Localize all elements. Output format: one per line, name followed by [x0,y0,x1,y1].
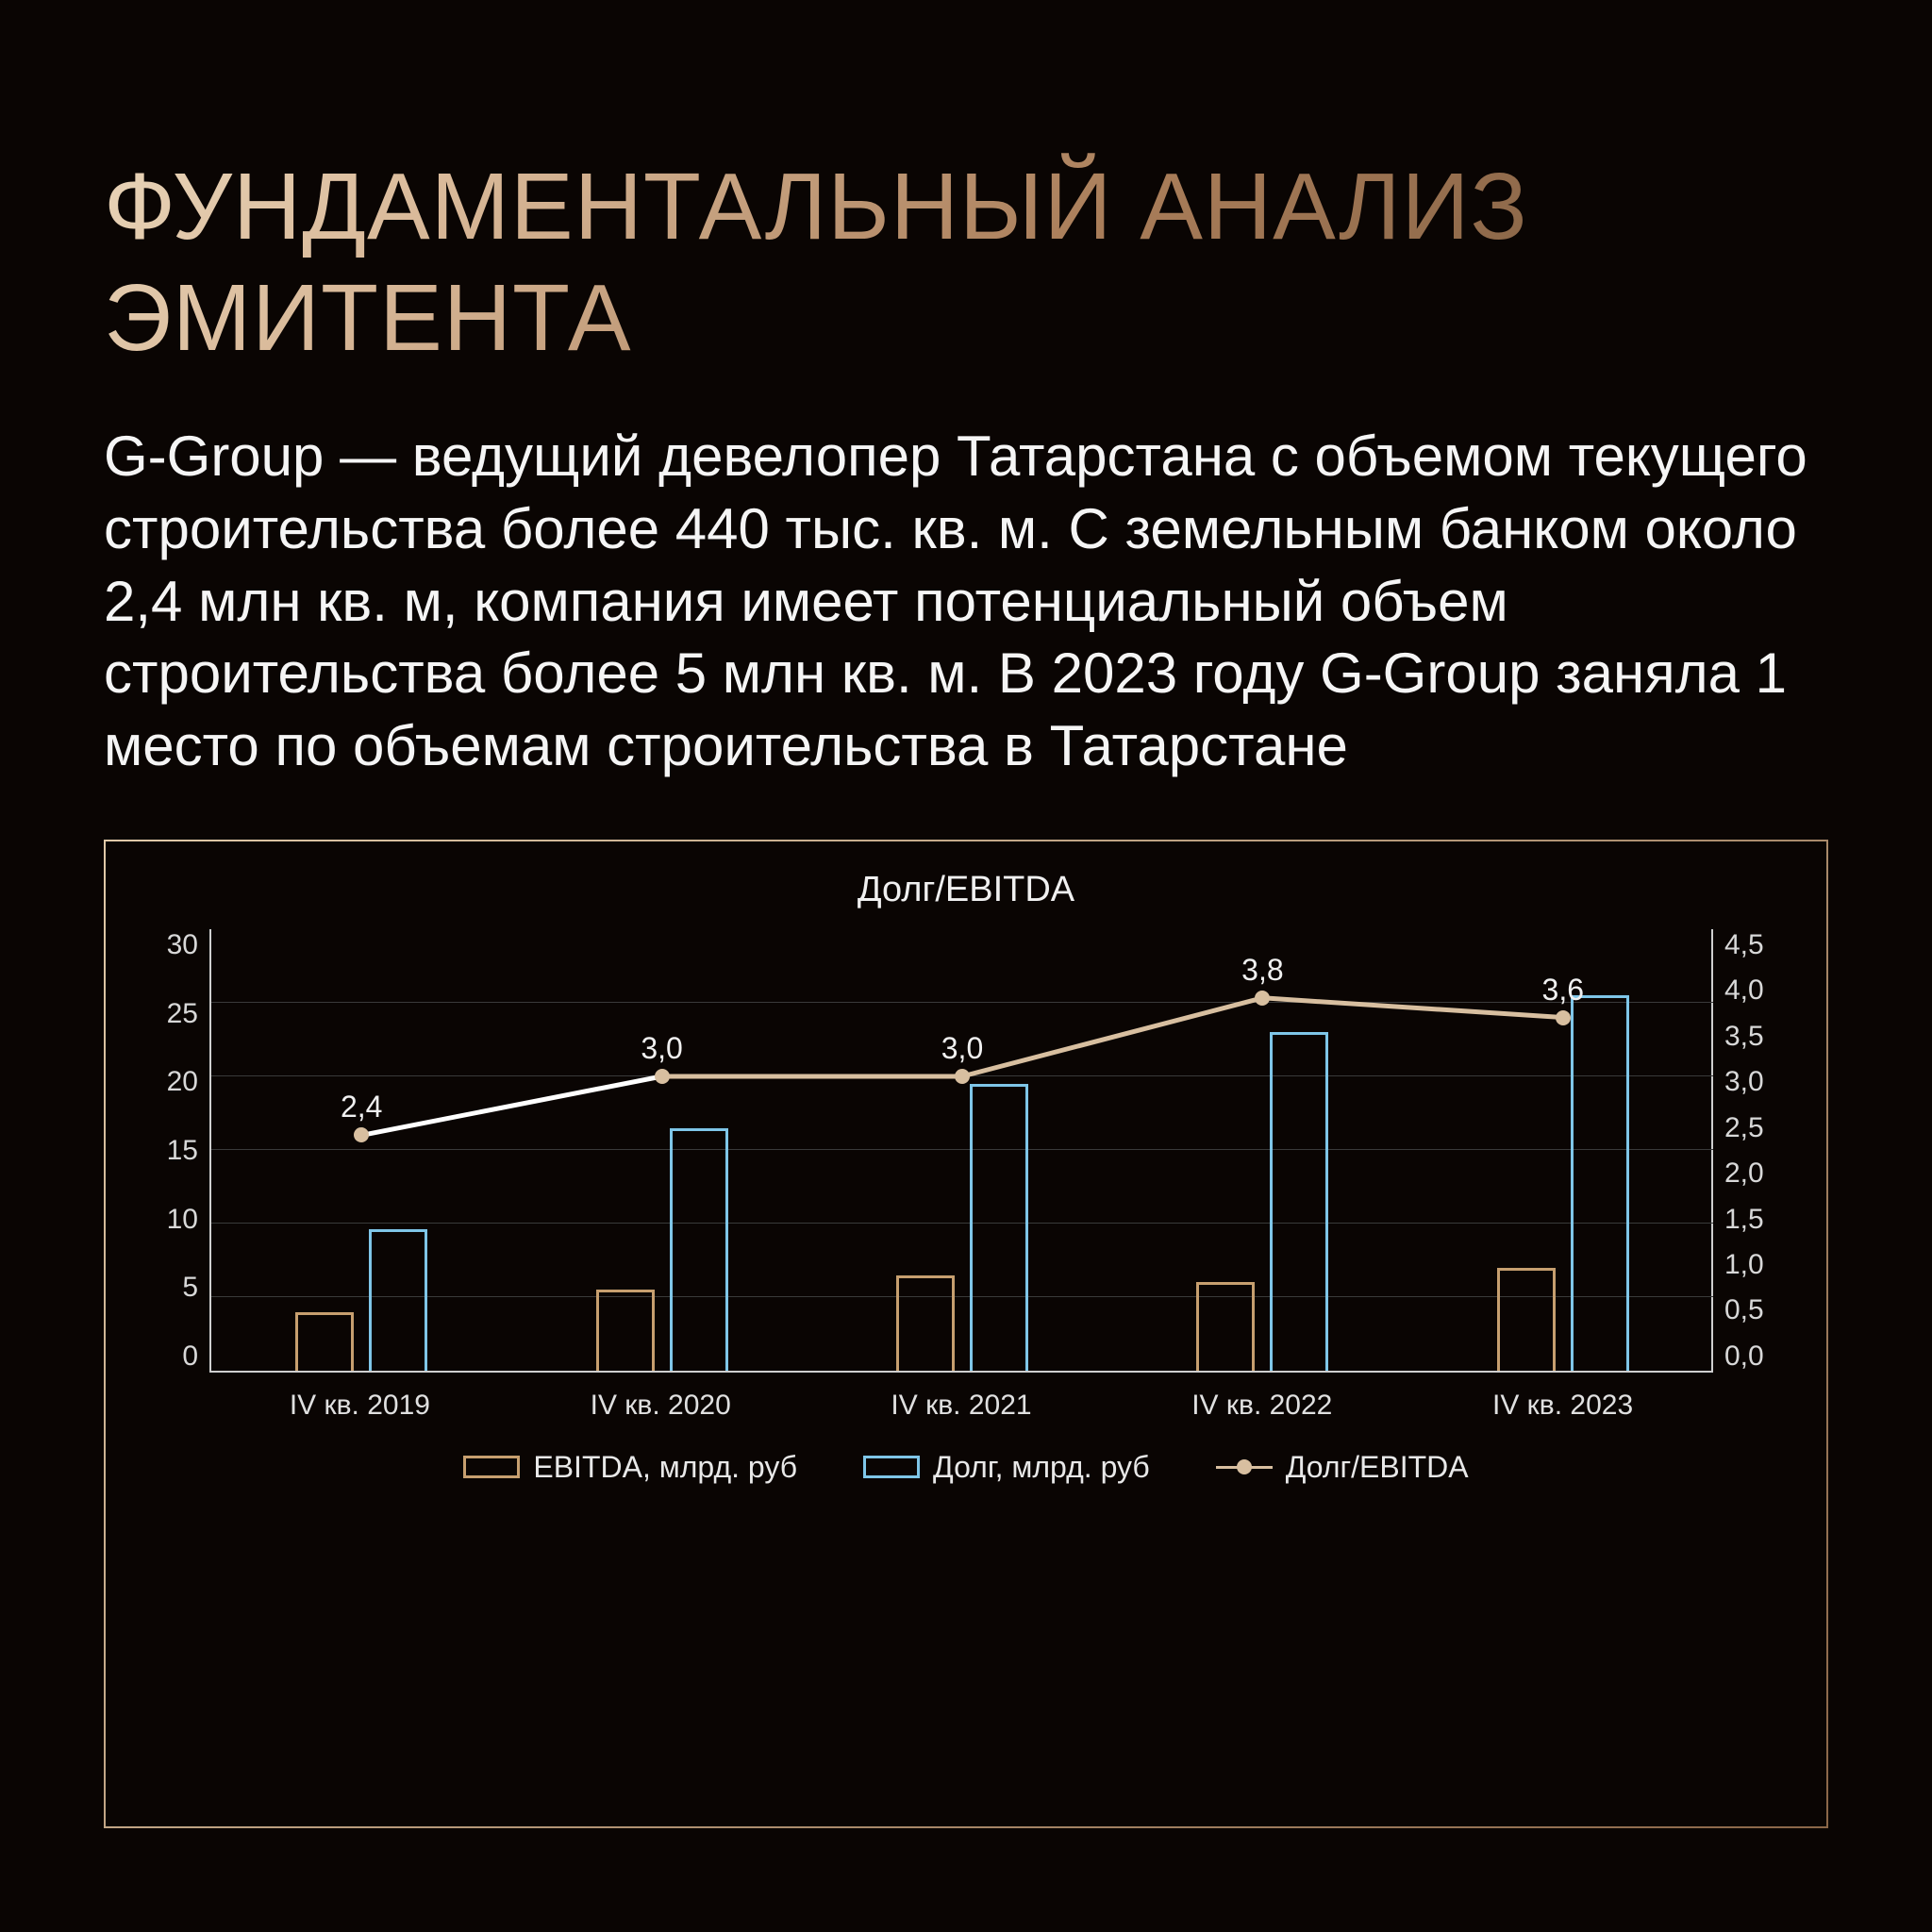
bar-ebitda [295,1312,354,1371]
ratio-data-label: 3,8 [1241,953,1283,988]
y-left-tick: 30 [155,929,198,961]
y-left-tick: 15 [155,1135,198,1167]
x-tick: IV кв. 2022 [1111,1373,1412,1422]
y-right-tick: 2,5 [1724,1112,1777,1144]
y-left-tick: 10 [155,1204,198,1236]
y-left-tick: 5 [155,1272,198,1304]
ratio-marker [655,1069,670,1084]
y-right-tick: 0,5 [1724,1294,1777,1326]
y-right-tick: 1,0 [1724,1249,1777,1281]
bar-groups [211,929,1713,1371]
chart-plot-row: 30 25 20 15 10 5 0 2,4 3,0 3,0 3,8 3,6 4,5 4,0 3,5 3,… [143,929,1789,1373]
y-left-tick: 20 [155,1066,198,1098]
x-tick: IV кв. 2020 [510,1373,811,1422]
bar-debt [970,1084,1028,1371]
page-title: ФУНДАМЕНТАЛЬНЫЙ АНАЛИЗ ЭМИТЕНТА [104,151,1828,374]
bar-group [812,929,1112,1371]
ratio-data-label: 3,0 [941,1031,983,1066]
x-tick: IV кв. 2023 [1412,1373,1713,1422]
y-right-tick: 0,0 [1724,1341,1777,1373]
chart-legend: EBITDA, млрд. руб Долг, млрд. руб Долг/E… [143,1450,1789,1485]
plot-area: 2,4 3,0 3,0 3,8 3,6 [209,929,1713,1373]
body-paragraph: G-Group — ведущий девелопер Татарстана с… [104,421,1828,783]
y-right-tick: 2,0 [1724,1158,1777,1190]
bar-debt [1571,995,1629,1371]
ratio-marker [1255,991,1270,1006]
bar-ebitda [1196,1282,1255,1371]
y-right-tick: 3,0 [1724,1066,1777,1098]
y-left-tick: 25 [155,998,198,1030]
y-left-tick: 0 [155,1341,198,1373]
bar-debt [1270,1032,1328,1371]
legend-label-debt: Долг, млрд. руб [933,1450,1150,1485]
x-axis: IV кв. 2019IV кв. 2020IV кв. 2021IV кв. … [209,1373,1713,1422]
bar-group [211,929,511,1371]
ratio-data-label: 3,0 [641,1031,682,1066]
y-axis-right: 4,5 4,0 3,5 3,0 2,5 2,0 1,5 1,0 0,5 0,0 [1713,929,1789,1373]
bar-debt [670,1128,728,1371]
ratio-marker [1556,1010,1571,1025]
legend-swatch-ebitda [463,1456,520,1478]
y-right-tick: 4,0 [1724,974,1777,1007]
legend-item-debt: Долг, млрд. руб [863,1450,1150,1485]
legend-label-ratio: Долг/EBITDA [1286,1450,1469,1485]
bar-ebitda [1497,1268,1556,1371]
legend-item-ebitda: EBITDA, млрд. руб [463,1450,797,1485]
ratio-data-label: 2,4 [341,1090,382,1124]
bar-ebitda [896,1275,955,1371]
ratio-data-label: 3,6 [1542,972,1584,1007]
bar-debt [369,1229,427,1371]
x-tick: IV кв. 2021 [811,1373,1112,1422]
ratio-marker [955,1069,970,1084]
legend-swatch-ratio [1216,1466,1273,1469]
x-tick: IV кв. 2019 [209,1373,510,1422]
chart-panel: Долг/EBITDA 30 25 20 15 10 5 0 2,4 3,0 3,0 3,8 3,6… [104,840,1828,1828]
y-axis-left: 30 25 20 15 10 5 0 [143,929,209,1373]
bar-ebitda [596,1290,655,1371]
chart-title: Долг/EBITDA [143,870,1789,910]
ratio-marker [354,1127,369,1142]
legend-label-ebitda: EBITDA, млрд. руб [533,1450,797,1485]
legend-swatch-debt [863,1456,920,1478]
legend-item-ratio: Долг/EBITDA [1216,1450,1469,1485]
y-right-tick: 3,5 [1724,1021,1777,1053]
y-right-tick: 1,5 [1724,1204,1777,1236]
y-right-tick: 4,5 [1724,929,1777,961]
bar-group [511,929,811,1371]
